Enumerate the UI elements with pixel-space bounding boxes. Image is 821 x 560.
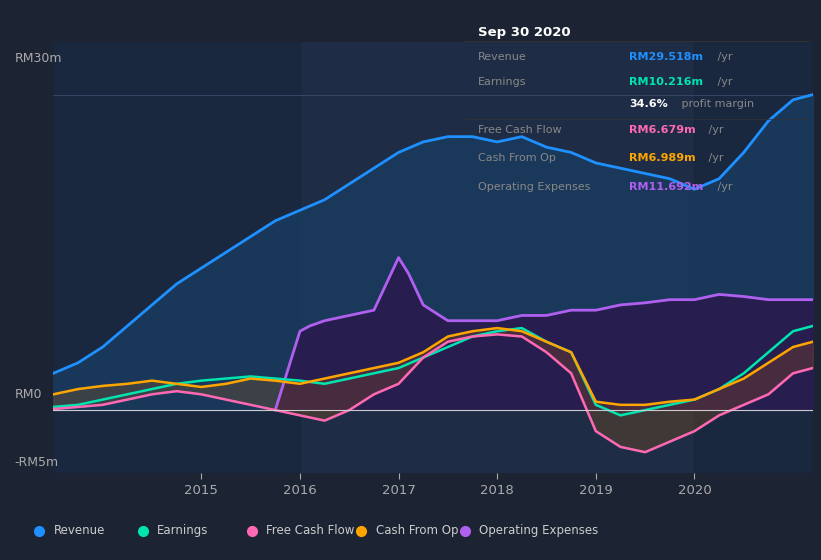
- Text: 34.6%: 34.6%: [630, 99, 668, 109]
- Text: Revenue: Revenue: [478, 52, 526, 62]
- Bar: [53, 42, 300, 473]
- Text: RM30m: RM30m: [15, 52, 62, 66]
- Text: RM6.679m: RM6.679m: [630, 125, 696, 135]
- Text: Cash From Op: Cash From Op: [478, 153, 556, 164]
- Text: profit margin: profit margin: [677, 99, 754, 109]
- Text: /yr: /yr: [704, 125, 723, 135]
- Bar: [695, 42, 813, 473]
- Text: Revenue: Revenue: [54, 524, 105, 537]
- Text: Earnings: Earnings: [157, 524, 209, 537]
- Text: Cash From Op: Cash From Op: [376, 524, 458, 537]
- Text: -RM5m: -RM5m: [15, 455, 59, 469]
- Text: RM0: RM0: [15, 388, 42, 402]
- Text: RM6.989m: RM6.989m: [630, 153, 696, 164]
- Text: Free Cash Flow: Free Cash Flow: [478, 125, 562, 135]
- Text: /yr: /yr: [713, 52, 732, 62]
- Text: Earnings: Earnings: [478, 77, 526, 87]
- Text: RM11.692m: RM11.692m: [630, 182, 704, 192]
- Text: /yr: /yr: [713, 182, 732, 192]
- Text: RM10.216m: RM10.216m: [630, 77, 704, 87]
- Text: /yr: /yr: [713, 77, 732, 87]
- Text: Sep 30 2020: Sep 30 2020: [478, 26, 571, 39]
- Text: Operating Expenses: Operating Expenses: [479, 524, 599, 537]
- Text: RM29.518m: RM29.518m: [630, 52, 704, 62]
- Text: /yr: /yr: [704, 153, 723, 164]
- Text: Free Cash Flow: Free Cash Flow: [266, 524, 355, 537]
- Text: Operating Expenses: Operating Expenses: [478, 182, 590, 192]
